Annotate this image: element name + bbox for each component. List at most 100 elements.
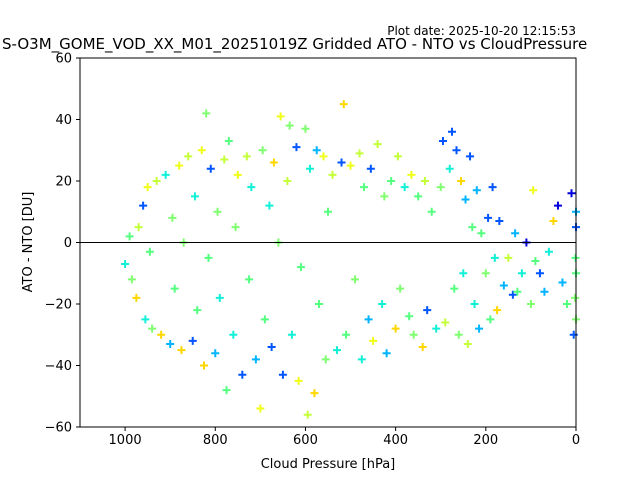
data-point — [258, 146, 267, 155]
x-axis: 1000 800 600 400 200 0 — [109, 427, 580, 448]
data-point — [127, 275, 136, 284]
data-point — [571, 293, 580, 302]
data-point — [420, 177, 429, 185]
data-point — [213, 207, 222, 216]
data-point — [531, 256, 540, 265]
x-tick-label: 200 — [473, 433, 498, 448]
data-point — [222, 386, 231, 395]
x-tick-label: 1000 — [109, 433, 142, 448]
data-point — [175, 161, 184, 170]
data-point — [490, 253, 499, 262]
data-point — [357, 355, 366, 364]
data-point — [466, 152, 475, 161]
data-point — [292, 143, 301, 152]
data-point — [278, 370, 287, 379]
data-point — [517, 269, 526, 278]
data-point — [206, 164, 215, 173]
data-point — [562, 300, 571, 308]
y-tick-label: 60 — [55, 52, 72, 67]
data-point — [369, 336, 378, 345]
data-point — [200, 361, 208, 370]
data-point — [452, 146, 461, 155]
data-point — [481, 269, 490, 278]
data-point — [513, 287, 522, 296]
data-point — [526, 300, 535, 308]
data-point — [229, 330, 238, 339]
data-point — [441, 318, 450, 327]
data-point — [355, 149, 364, 158]
data-point — [211, 349, 220, 358]
data-point — [567, 189, 576, 198]
data-point — [168, 213, 177, 222]
data-point — [188, 336, 197, 345]
plot-date: Plot date: 2025-10-20 12:15:53 — [387, 24, 576, 38]
data-point — [540, 287, 549, 296]
data-point — [418, 343, 427, 352]
data-point — [269, 158, 278, 167]
data-point — [477, 229, 486, 238]
y-tick-label: 20 — [55, 175, 72, 190]
data-point — [486, 315, 495, 324]
data-point — [468, 223, 477, 232]
data-point — [324, 207, 332, 216]
data-point — [553, 201, 562, 210]
data-point — [301, 124, 310, 133]
x-tick-label: 0 — [572, 433, 580, 448]
data-point — [475, 324, 484, 333]
data-point — [351, 275, 360, 284]
data-point — [328, 170, 337, 179]
data-point — [508, 290, 517, 299]
y-axis: −60 −40 −20 0 20 40 60 — [45, 52, 80, 436]
data-point — [256, 404, 265, 413]
data-point — [125, 232, 134, 241]
data-point — [197, 146, 206, 155]
data-point — [544, 247, 553, 256]
data-point — [276, 112, 285, 121]
data-point — [283, 177, 292, 185]
x-tick-label: 400 — [383, 433, 408, 448]
data-point — [305, 164, 314, 173]
data-point — [238, 370, 247, 379]
data-point — [157, 330, 166, 339]
data-point — [267, 343, 276, 352]
data-point — [405, 312, 414, 321]
data-point — [148, 324, 157, 333]
data-point — [141, 315, 150, 324]
data-point — [484, 213, 493, 222]
data-point — [366, 164, 375, 173]
data-point — [339, 100, 348, 109]
data-point — [448, 127, 456, 136]
data-point — [139, 201, 148, 210]
data-point — [193, 306, 202, 315]
data-point — [296, 263, 305, 272]
data-point — [190, 192, 199, 201]
data-point — [247, 183, 256, 192]
x-axis-label: Cloud Pressure [hPa] — [261, 457, 396, 472]
data-point — [303, 410, 312, 419]
x-tick-label: 600 — [293, 433, 318, 448]
data-point — [432, 324, 441, 333]
scatter-points — [121, 100, 580, 419]
data-point — [184, 152, 193, 161]
data-point — [145, 247, 154, 256]
data-point — [233, 170, 242, 179]
data-point — [393, 152, 402, 161]
data-point — [529, 186, 538, 195]
y-axis-label: ATO - NTO [DU] — [21, 192, 36, 293]
data-point — [310, 389, 319, 398]
y-tick-label: −40 — [45, 359, 72, 374]
data-point — [380, 192, 389, 201]
data-point — [166, 339, 175, 348]
data-point — [314, 300, 323, 308]
data-point — [407, 170, 416, 179]
data-point — [387, 177, 396, 185]
y-tick-label: 40 — [55, 113, 72, 128]
x-tick-label: 800 — [203, 433, 228, 448]
data-point — [457, 177, 466, 185]
data-point — [177, 346, 186, 355]
chart-title: S-O3M_GOME_VOD_XX_M01_20251019Z Gridded … — [2, 35, 587, 54]
data-point — [170, 284, 179, 293]
data-point — [143, 183, 152, 192]
data-point — [312, 146, 321, 155]
